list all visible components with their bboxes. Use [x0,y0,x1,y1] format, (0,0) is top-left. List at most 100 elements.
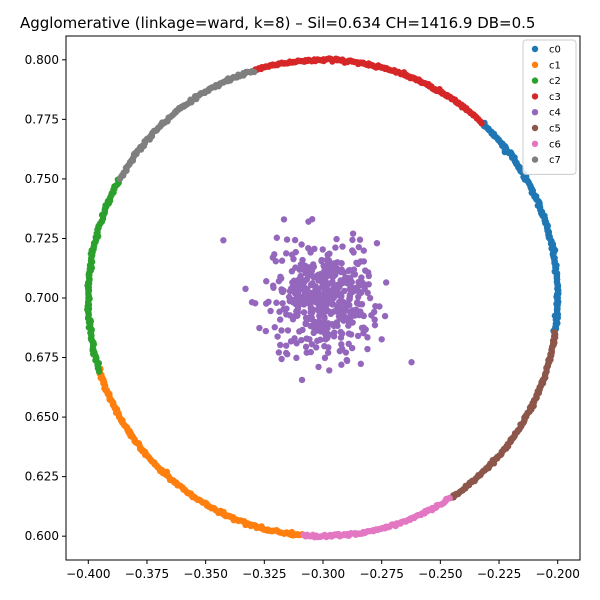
point-c4 [325,257,333,264]
series-c2 [84,176,123,375]
point-c4 [360,247,367,254]
series-c0 [480,119,562,335]
y-tick-label: 0.775 [25,112,59,126]
legend-marker-c0 [531,45,539,53]
point-c4 [357,289,364,297]
legend-label-c0: c0 [549,45,561,56]
point-c4 [283,236,291,243]
axis-layer: −0.400 −0.375 −0.350 −0.325 −0.300 −0.275 −0.2… [25,53,580,581]
point-c4 [357,308,364,315]
point-c4 [301,278,308,285]
point-c4 [313,299,320,306]
legend-label-c1: c1 [549,60,561,71]
x-tick-label: −0.200 [535,567,579,581]
point-c4 [310,329,317,337]
point-c4 [349,307,356,314]
data-layer [84,55,562,541]
point-c4 [347,331,355,338]
point-c4 [326,250,333,257]
point-c4 [368,312,375,319]
point-c4 [339,243,346,250]
point-c4 [350,249,357,256]
point-c4 [320,294,327,301]
point-c4 [263,300,270,307]
point-c4 [364,269,372,276]
point-c4 [373,239,381,247]
point-c4 [316,272,324,279]
point-c4 [290,299,297,306]
point-c4 [242,285,249,293]
point-c4 [356,300,363,308]
point-c4 [321,354,329,362]
legend-marker-c3 [531,93,539,100]
point-c4 [274,333,281,340]
series-c3 [252,55,485,127]
point-c4 [314,337,321,344]
point-c4 [308,299,315,306]
point-c4 [371,321,379,329]
point-c4 [355,278,362,286]
point-c4 [298,241,305,248]
point-c2 [95,368,103,375]
point-c5 [551,328,558,336]
x-tick-label: −0.225 [477,567,521,581]
x-tick-label: −0.350 [183,567,227,581]
point-c4 [275,349,283,356]
point-c4 [334,303,342,310]
point-c4 [371,316,378,323]
point-c4 [366,294,374,302]
point-c4 [337,328,344,336]
point-c4 [336,291,343,298]
y-tick-label: 0.650 [25,410,59,424]
point-c4 [378,336,385,343]
point-c4 [263,278,270,285]
point-c4 [345,314,352,321]
point-c4 [360,329,367,337]
point-c4 [360,324,367,331]
point-c4 [312,287,319,294]
point-c4 [331,329,338,336]
point-c4 [320,278,327,286]
point-c4 [408,359,415,366]
point-c4 [302,320,309,328]
point-c4 [289,316,297,323]
point-c4 [267,307,274,315]
point-c4 [337,277,344,284]
point-c4 [292,264,299,271]
legend-marker-c5 [531,124,539,132]
point-c4 [339,298,346,305]
legend-label-c7: c7 [549,155,561,166]
point-c4 [252,300,259,307]
legend-marker-c6 [531,140,539,147]
legend-marker-c7 [531,156,539,163]
x-tick-label: −0.300 [301,567,345,581]
series-c1 [95,365,306,539]
series-c5 [447,328,559,501]
point-c4 [293,340,300,347]
point-c4 [300,301,308,308]
x-tick-label: −0.325 [242,567,286,581]
point-c4 [305,244,312,252]
point-c4 [324,349,332,356]
point-c4 [287,285,295,293]
point-c4 [300,309,308,316]
point-c4 [356,236,364,243]
legend-label-c6: c6 [549,139,561,150]
point-c4 [361,283,368,290]
point-c4 [278,257,286,264]
point-c4 [309,261,317,268]
point-c4 [324,268,332,275]
point-c4 [322,336,329,343]
point-c4 [346,274,354,281]
point-c4 [315,307,322,314]
point-c4 [333,285,341,292]
point-c4 [275,277,283,285]
point-c4 [319,312,327,320]
legend-marker-c1 [531,61,539,68]
point-c4 [220,237,227,244]
point-c4 [337,334,345,341]
point-c4 [273,299,280,306]
series-c7 [116,68,258,182]
point-c4 [283,342,290,349]
